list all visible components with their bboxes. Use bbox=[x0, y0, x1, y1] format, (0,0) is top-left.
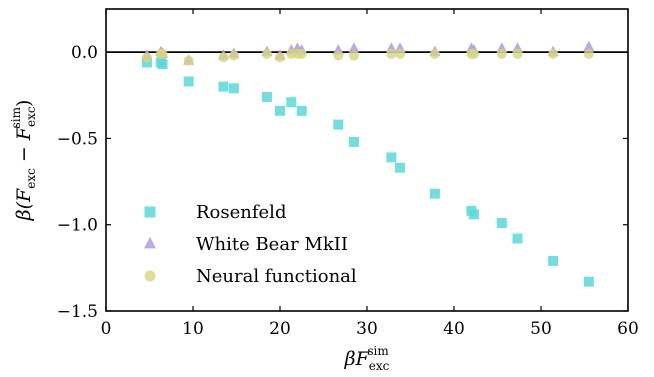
legend-label-neural-functional: Neural functional bbox=[196, 266, 357, 287]
x-tick-label: 40 bbox=[443, 319, 465, 339]
x-tick-label: 10 bbox=[182, 319, 204, 339]
point-neural-functional bbox=[469, 48, 480, 59]
point-rosenfeld bbox=[228, 83, 239, 94]
point-neural-functional bbox=[183, 55, 194, 66]
y-tick-label: −0.5 bbox=[57, 129, 98, 149]
point-rosenfeld bbox=[261, 92, 272, 103]
point-neural-functional bbox=[548, 48, 559, 59]
y-tick-label: −1.5 bbox=[57, 302, 98, 322]
axis-ticks: 0 10 20 30 40 50 60 0.0 −0.5 −1.0 −1.5 bbox=[57, 9, 639, 339]
x-tick-label: 30 bbox=[356, 319, 378, 339]
point-rosenfeld bbox=[395, 162, 406, 173]
point-neural-functional bbox=[296, 48, 307, 59]
point-neural-functional bbox=[275, 52, 285, 63]
point-rosenfeld bbox=[296, 105, 307, 116]
point-rosenfeld bbox=[429, 188, 440, 199]
point-rosenfeld bbox=[333, 119, 344, 130]
x-tick-label: 20 bbox=[269, 319, 291, 339]
point-rosenfeld bbox=[548, 255, 559, 266]
point-rosenfeld bbox=[386, 152, 397, 163]
point-rosenfeld bbox=[496, 217, 507, 228]
legend-marker-white-bear-mkii bbox=[144, 236, 156, 249]
legend-label-white-bear-mkii: White Bear MkII bbox=[196, 234, 348, 255]
point-rosenfeld bbox=[218, 81, 229, 92]
point-neural-functional bbox=[348, 50, 359, 61]
legend: Rosenfeld White Bear MkII Neural functiona… bbox=[144, 202, 357, 287]
point-rosenfeld bbox=[512, 233, 523, 244]
point-neural-functional bbox=[261, 48, 272, 59]
x-tick-label: 60 bbox=[617, 319, 639, 339]
point-rosenfeld bbox=[469, 209, 480, 220]
point-rosenfeld bbox=[348, 136, 359, 147]
point-white-bear-mkii bbox=[348, 42, 360, 53]
y-tick-label: −1.0 bbox=[57, 216, 98, 236]
point-rosenfeld bbox=[183, 76, 194, 87]
y-tick-label: 0.0 bbox=[71, 43, 98, 63]
point-neural-functional bbox=[512, 48, 523, 59]
point-rosenfeld bbox=[286, 97, 297, 108]
point-neural-functional bbox=[228, 50, 239, 61]
x-tick-label: 0 bbox=[101, 319, 112, 339]
x-tick-label: 50 bbox=[530, 319, 552, 339]
legend-label-rosenfeld: Rosenfeld bbox=[196, 202, 286, 223]
point-neural-functional bbox=[141, 52, 152, 63]
point-neural-functional bbox=[395, 48, 406, 59]
point-rosenfeld bbox=[583, 276, 594, 287]
point-neural-functional bbox=[386, 48, 397, 59]
point-rosenfeld bbox=[141, 57, 152, 68]
x-axis-label: βFexcsim bbox=[344, 344, 390, 373]
point-neural-functional bbox=[333, 50, 344, 61]
data-marks bbox=[141, 40, 595, 287]
point-neural-functional bbox=[583, 48, 594, 59]
point-neural-functional bbox=[429, 48, 440, 59]
point-neural-functional bbox=[157, 48, 168, 59]
point-neural-functional bbox=[496, 48, 507, 59]
y-axis-label: β(Fexc − Fexcsim) bbox=[9, 100, 38, 222]
point-rosenfeld bbox=[275, 105, 285, 116]
legend-marker-rosenfeld bbox=[144, 206, 156, 218]
legend-marker-neural-functional bbox=[144, 270, 156, 282]
point-white-bear-mkii bbox=[583, 40, 595, 51]
point-rosenfeld bbox=[157, 59, 168, 70]
point-neural-functional bbox=[218, 52, 229, 63]
